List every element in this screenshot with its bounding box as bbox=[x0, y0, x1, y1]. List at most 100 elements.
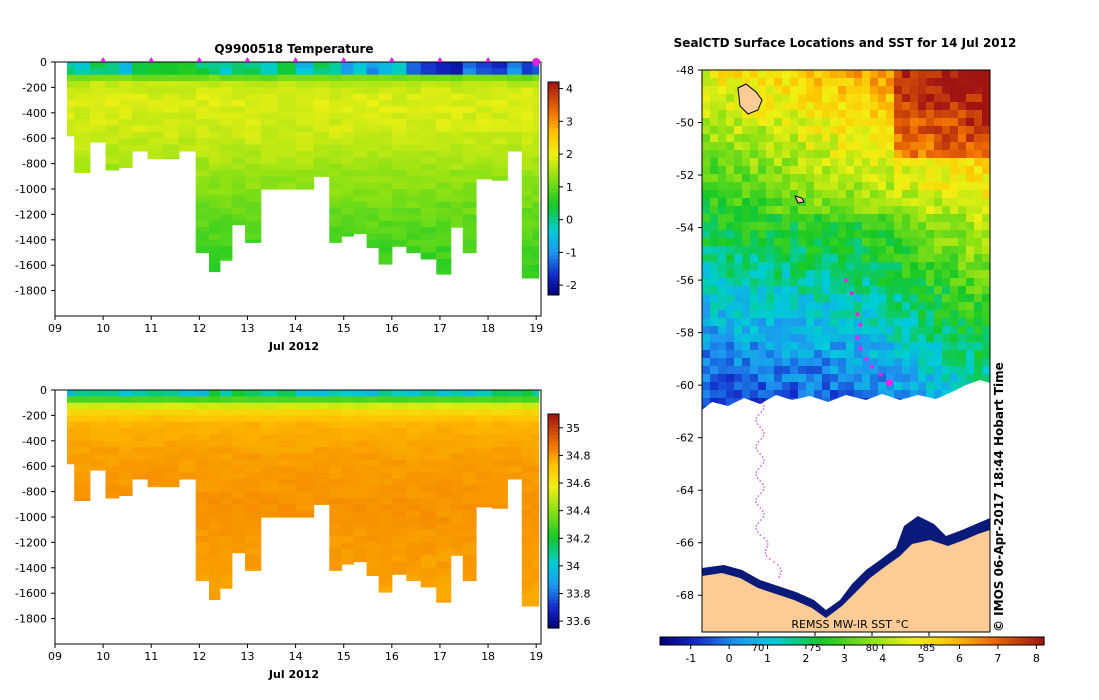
sst-cell bbox=[774, 134, 783, 143]
section-cell bbox=[532, 567, 540, 575]
sst-cell bbox=[798, 270, 807, 279]
sst-cell bbox=[886, 166, 895, 175]
sst-cell bbox=[878, 262, 887, 271]
sst-cell bbox=[918, 198, 927, 207]
sst-cell bbox=[854, 158, 863, 167]
colorbar-segment bbox=[548, 248, 559, 253]
sst-cell bbox=[838, 390, 847, 399]
section-cell bbox=[295, 182, 315, 190]
sst-cell bbox=[878, 286, 887, 295]
section-cell bbox=[366, 68, 380, 76]
section-cell bbox=[378, 453, 393, 461]
sst-cell bbox=[846, 94, 855, 103]
sst-cell bbox=[742, 334, 751, 343]
section-cell bbox=[366, 478, 380, 486]
section-cell bbox=[74, 157, 91, 165]
sst-cell bbox=[934, 198, 943, 207]
sst-cell bbox=[878, 246, 887, 255]
sst-cell bbox=[934, 286, 943, 295]
sst-field bbox=[702, 70, 990, 632]
section-cell bbox=[195, 440, 210, 448]
section-cell bbox=[420, 548, 437, 556]
sst-cell bbox=[950, 230, 959, 239]
section-cell bbox=[277, 510, 297, 518]
section-cell bbox=[105, 402, 120, 410]
colorbar-segment bbox=[548, 620, 559, 626]
section-cell bbox=[219, 415, 233, 423]
sst-cell bbox=[702, 294, 711, 303]
sst-cell bbox=[958, 366, 967, 375]
sst-cell bbox=[838, 326, 847, 335]
section-cell bbox=[353, 157, 368, 165]
section-cell bbox=[209, 62, 221, 69]
sst-cell bbox=[742, 70, 751, 79]
sst-cell bbox=[958, 198, 967, 207]
section-cell bbox=[329, 100, 342, 107]
sst-cell bbox=[838, 142, 847, 151]
sst-cell bbox=[798, 238, 807, 247]
section-cell bbox=[450, 517, 464, 524]
sst-cell bbox=[702, 70, 711, 79]
sst-cell bbox=[846, 350, 855, 359]
section-cell bbox=[532, 542, 540, 550]
sst-cell bbox=[822, 182, 831, 191]
section-cell bbox=[147, 106, 164, 114]
section-cell bbox=[462, 119, 477, 127]
section-cell bbox=[245, 169, 262, 177]
section-cell bbox=[353, 478, 368, 486]
sst-cell bbox=[726, 158, 735, 167]
sst-cell bbox=[774, 102, 783, 111]
sst-cell bbox=[918, 222, 927, 231]
section-cell bbox=[89, 74, 107, 82]
sst-cell bbox=[886, 310, 895, 319]
sst-cell bbox=[726, 318, 735, 327]
colorbar-segment bbox=[548, 588, 559, 593]
colorbar-segment bbox=[548, 131, 559, 136]
section-cell bbox=[462, 68, 477, 76]
section-cell bbox=[391, 112, 407, 120]
sst-cell bbox=[782, 246, 791, 255]
sst-cell bbox=[910, 286, 919, 295]
section-cell bbox=[209, 517, 221, 524]
sst-cell bbox=[782, 374, 791, 383]
section-cell bbox=[329, 157, 342, 165]
sst-cell bbox=[902, 134, 911, 143]
section-cell bbox=[521, 163, 534, 171]
sst-cell bbox=[926, 94, 935, 103]
sst-cell bbox=[958, 158, 967, 167]
sst-cell bbox=[902, 126, 911, 135]
sst-cell bbox=[838, 254, 847, 263]
section-cell bbox=[462, 100, 477, 107]
section-cell bbox=[450, 138, 464, 146]
section-cell bbox=[313, 100, 330, 107]
section-cell bbox=[507, 81, 523, 88]
section-cell bbox=[163, 144, 180, 152]
section-cell bbox=[378, 523, 393, 531]
sst-cell bbox=[886, 286, 895, 295]
sst-cell bbox=[878, 270, 887, 279]
section-cell bbox=[209, 265, 221, 273]
sst-cell bbox=[966, 214, 975, 223]
colorbar-segment bbox=[976, 637, 983, 645]
sst-cell bbox=[870, 310, 879, 319]
section-cell bbox=[105, 119, 120, 127]
section-cell bbox=[436, 189, 452, 196]
section-cell bbox=[341, 542, 354, 550]
section-cell bbox=[295, 491, 315, 499]
section-cell bbox=[195, 402, 210, 410]
section-cell bbox=[295, 510, 315, 518]
sst-cell bbox=[918, 310, 927, 319]
x-tick-label: 10 bbox=[96, 322, 110, 335]
colorbar-segment bbox=[727, 637, 733, 645]
section-cell bbox=[231, 157, 246, 165]
x-tick-label: 16 bbox=[385, 322, 399, 335]
section-cell bbox=[341, 195, 354, 203]
section-cell bbox=[420, 182, 437, 190]
section-cell bbox=[67, 87, 75, 95]
section-cell bbox=[245, 176, 262, 184]
sst-cell bbox=[934, 334, 943, 343]
section-cell bbox=[353, 453, 368, 461]
section-cell bbox=[105, 93, 120, 101]
sst-cell bbox=[846, 382, 855, 391]
sst-cell bbox=[806, 230, 815, 239]
